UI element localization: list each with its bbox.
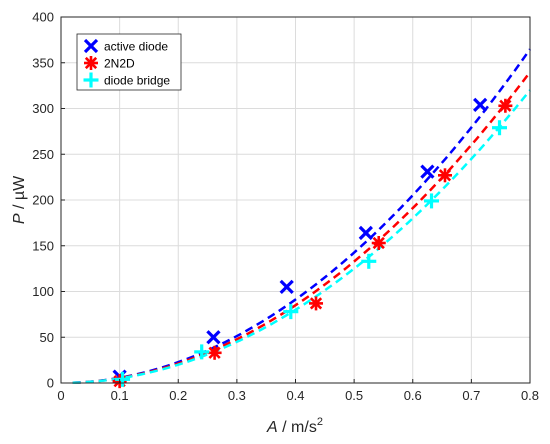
fit-line-active-diode <box>72 48 532 385</box>
legend-label: 2N2D <box>104 57 135 71</box>
legend: active diode 2N2D diode bridge <box>76 33 182 91</box>
data-point-diode-bridge <box>361 253 377 269</box>
y-tick-label: 200 <box>32 193 54 208</box>
data-point-active-diode <box>473 97 488 112</box>
data-point-2N2D <box>207 345 222 360</box>
x-tick-label: 0.5 <box>345 388 363 403</box>
data-point-active-diode <box>206 330 221 345</box>
y-axis-label: P / µW <box>11 175 28 224</box>
legend-label: diode bridge <box>104 74 170 88</box>
x-tick-label: 0.4 <box>286 388 304 403</box>
data-point-2N2D <box>437 168 452 183</box>
x-tick-label: 0.3 <box>228 388 246 403</box>
x-tick-label: 0.8 <box>521 388 539 403</box>
x-tick-labels: 0 0.1 0.2 0.3 0.4 0.5 0.6 0.7 0.8 <box>57 388 539 403</box>
y-tick-label: 250 <box>32 147 54 162</box>
data-point-diode-bridge <box>283 304 299 320</box>
data-point-diode-bridge <box>194 344 210 360</box>
ticks <box>60 16 531 384</box>
data-point-2N2D <box>498 98 513 113</box>
x-tick-label: 0.6 <box>404 388 422 403</box>
y-tick-labels: 0 50 100 150 200 250 300 350 400 <box>32 10 54 391</box>
y-tick-label: 50 <box>40 330 54 345</box>
legend-label: active diode <box>104 40 168 54</box>
legend-marker-diode-bridge <box>83 72 99 88</box>
data-point-diode-bridge <box>424 193 440 209</box>
data-point-active-diode <box>358 225 373 241</box>
y-tick-label: 100 <box>32 284 54 299</box>
x-tick-label: 0.7 <box>462 388 480 403</box>
data-point-diode-bridge <box>115 371 131 387</box>
data-point-active-diode <box>420 164 435 179</box>
fit-line-diode-bridge <box>72 89 531 385</box>
x-tick-label: 0.1 <box>111 388 129 403</box>
x-tick-label: 0 <box>57 388 64 403</box>
data-point-active-diode <box>279 279 294 295</box>
y-tick-label: 300 <box>32 101 54 116</box>
x-tick-label: 0.2 <box>169 388 187 403</box>
y-tick-label: 350 <box>32 55 54 70</box>
data-point-2N2D <box>371 236 386 251</box>
data-point-2N2D <box>309 296 324 311</box>
fit-curves <box>72 48 532 385</box>
y-tick-label: 0 <box>47 376 54 391</box>
y-tick-label: 400 <box>32 10 54 25</box>
legend-marker-2N2D <box>84 56 98 70</box>
legend-marker-active-diode <box>83 38 99 54</box>
y-tick-label: 150 <box>32 238 54 253</box>
x-axis-label: A / m/s2 <box>266 416 323 436</box>
data-markers <box>112 97 513 389</box>
grid <box>61 17 530 383</box>
data-point-diode-bridge <box>492 120 508 136</box>
